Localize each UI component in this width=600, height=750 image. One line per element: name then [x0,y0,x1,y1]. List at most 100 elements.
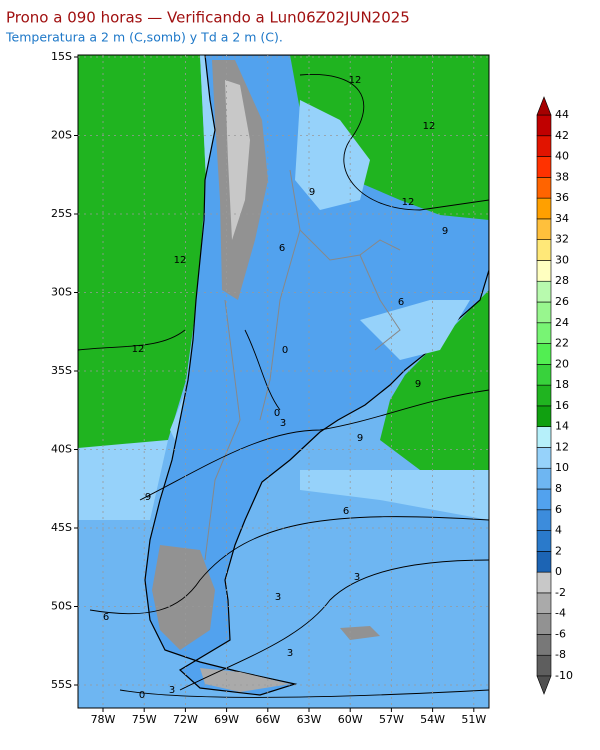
title: Prono a 090 horas — Verificando a Lun06Z… [6,9,410,27]
contour-label: 12 [349,75,362,86]
contour-label: 9 [415,379,421,390]
colorbar-label: 26 [555,295,569,308]
andes-cold-core [225,80,250,240]
colorbar-label: 30 [555,253,569,266]
colorbar-bin [536,654,552,677]
lat-label: 40S [51,443,72,456]
lon-label: 54W [420,713,445,726]
pacific-warm [78,55,206,450]
contour-label: 0 [282,345,288,356]
colorbar-bin [536,343,552,365]
map-area [78,55,489,708]
colorbar-label: 32 [555,233,569,246]
colorbar-bin [536,260,552,282]
colorbar-bin [536,467,552,490]
colorbar-bin [536,405,552,427]
contour-label: 9 [145,492,151,503]
lat-label: 30S [51,286,72,299]
colorbar-under [536,675,552,695]
colorbar-label: 8 [555,482,562,495]
colorbar-bin [536,613,552,635]
contour-label: 6 [103,612,109,623]
plata-mild [360,300,470,360]
contour-label: 3 [275,592,281,603]
contour-label: 6 [279,243,285,254]
colorbar-label: 44 [555,108,569,121]
colorbar-bin [536,364,552,386]
colorbar-bin [536,177,552,199]
lat-label: 45S [51,521,72,534]
lon-label: 78W [91,713,116,726]
colorbar-label: 28 [555,274,569,287]
colorbar-label: 36 [555,191,569,204]
colorbar-label: -8 [555,648,566,661]
lon-label: 72W [173,713,198,726]
pacific-mid [78,440,168,520]
lon-label: 69W [214,713,239,726]
colorbar-over [536,96,552,116]
contour-label: 6 [398,297,404,308]
malvinas [340,626,380,640]
colorbar-bin [536,156,552,178]
lon-label: 60W [338,713,363,726]
colorbar-label: 12 [555,440,569,453]
contour-label: 0 [274,408,280,419]
lat-label: 35S [51,364,72,377]
atlantic-mid [300,470,489,520]
colorbar-bin [536,488,552,511]
lon-label: 57W [379,713,404,726]
colorbar-bin [536,239,552,261]
contour-label: 6 [343,506,349,517]
colorbar-label: -4 [555,607,566,620]
colorbar-bin [536,634,552,656]
lat-label: 50S [51,600,72,613]
contour-label: 12 [402,197,415,208]
colorbar-label: 42 [555,129,569,142]
patagonia-cold [152,545,215,650]
colorbar-label: 24 [555,316,569,329]
colorbar-bin [536,114,552,137]
colorbar-bin [536,218,552,240]
contour-label: 3 [169,685,175,696]
colorbar-bin [536,322,552,344]
colorbar-label: 18 [555,378,569,391]
colorbar-label: 6 [555,503,562,516]
colorbar-bin [536,426,552,448]
colorbar-label: 14 [555,420,569,433]
contour-label: 12 [132,344,145,355]
colorbar-bin [536,447,552,469]
map-frame [77,54,490,709]
colorbar-bin [536,384,552,407]
contour-label: 9 [357,433,363,444]
colorbar-label: 0 [555,565,562,578]
borders [204,169,401,561]
lon-label: 66W [255,713,280,726]
contour-label: 3 [287,648,293,659]
lon-label: 63W [297,713,322,726]
lon-label: 51W [461,713,486,726]
colorbar-label: 22 [555,337,569,350]
colorbar-label: -10 [555,669,573,682]
contour-label: 3 [280,418,286,429]
colorbar-bin [536,551,552,573]
colorbar-bin [536,280,552,303]
contour-label: 9 [309,187,315,198]
lowland-mild [295,100,370,210]
colorbar-bin [536,592,552,614]
colorbar-label: 4 [555,524,562,537]
colorbar-label: -2 [555,586,566,599]
colorbar-label: 10 [555,461,569,474]
colorbar-bin [536,571,552,594]
lat-label: 20S [51,129,72,142]
colorbar-label: 38 [555,170,569,183]
atlantic-warm [380,290,489,470]
contour-label: 9 [442,226,448,237]
colorbar-label: -6 [555,627,566,640]
colorbar-label: 40 [555,150,569,163]
colorbar-bin [536,135,552,157]
colorbar-bin [536,197,552,220]
colorbar-label: 16 [555,399,569,412]
colorbar-label: 20 [555,357,569,370]
